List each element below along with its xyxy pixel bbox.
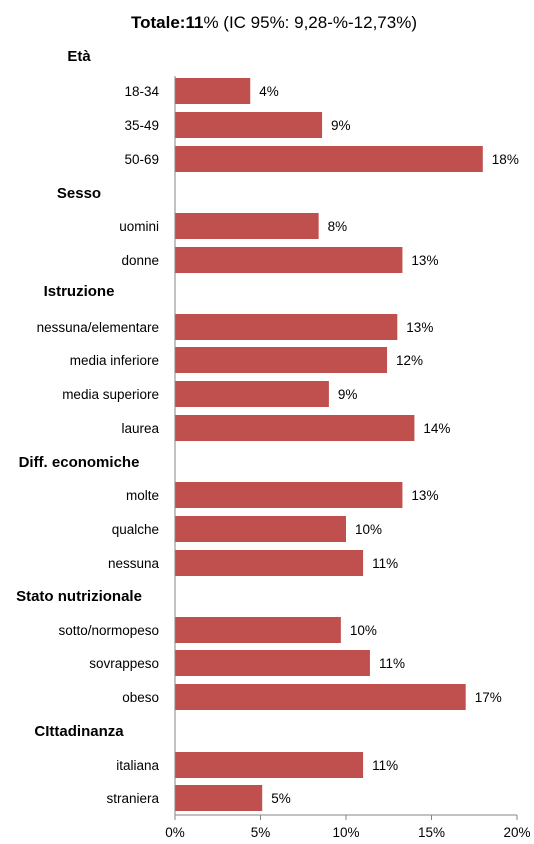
- category-label: media inferiore: [70, 353, 159, 368]
- chart-title: Totale:11% (IC 95%: 9,28-%-12,73%): [131, 13, 417, 32]
- group-label: Diff. economiche: [19, 454, 140, 471]
- category-label: media superiore: [62, 387, 159, 402]
- group-label: Istruzione: [44, 283, 115, 300]
- data-label: 11%: [372, 758, 398, 773]
- x-tick-label: 20%: [503, 825, 530, 840]
- bar: [175, 617, 341, 643]
- category-label: qualche: [112, 522, 159, 537]
- bar: [175, 78, 251, 104]
- data-label: 10%: [350, 623, 377, 638]
- chart-title-rest: % (IC 95%: 9,28-%-12,73%): [203, 13, 417, 32]
- category-label: italiana: [116, 758, 159, 773]
- data-label: 14%: [423, 421, 450, 436]
- bar: [175, 314, 398, 340]
- data-label: 11%: [379, 656, 405, 671]
- x-tick-label: 10%: [332, 825, 359, 840]
- chart-title-bold: Totale:11: [131, 13, 203, 32]
- category-label: molte: [126, 488, 159, 503]
- category-label: straniera: [106, 791, 159, 806]
- bar: [175, 247, 403, 273]
- bar: [175, 684, 466, 710]
- bar: [175, 752, 364, 778]
- data-label: 4%: [259, 84, 279, 99]
- data-label: 13%: [411, 488, 438, 503]
- category-label: 18-34: [124, 84, 159, 99]
- data-label: 9%: [338, 387, 358, 402]
- category-label: donne: [121, 253, 159, 268]
- group-label: Stato nutrizionale: [16, 588, 142, 605]
- x-tick-label: 5%: [251, 825, 271, 840]
- category-label: laurea: [121, 421, 159, 436]
- group-label: Sesso: [57, 185, 101, 202]
- bar: [175, 516, 346, 542]
- category-label: nessuna/elementare: [37, 320, 159, 335]
- category-label: 35-49: [124, 118, 159, 133]
- data-label: 11%: [372, 556, 398, 571]
- bar: [175, 347, 388, 373]
- data-label: 12%: [396, 353, 423, 368]
- bar: [175, 146, 483, 172]
- data-label: 8%: [328, 219, 348, 234]
- group-label: CIttadinanza: [34, 723, 124, 740]
- group-label: Età: [67, 48, 91, 65]
- data-label: 18%: [492, 152, 519, 167]
- data-label: 17%: [475, 690, 502, 705]
- bar: [175, 213, 319, 239]
- category-label: obeso: [122, 690, 159, 705]
- data-label: 5%: [271, 791, 291, 806]
- data-label: 9%: [331, 118, 351, 133]
- category-label: 50-69: [124, 152, 159, 167]
- bar: [175, 550, 364, 576]
- bar: [175, 482, 403, 508]
- category-label: sovrappeso: [89, 656, 159, 671]
- bar: [175, 112, 323, 138]
- bar: [175, 785, 263, 811]
- category-label: sotto/normopeso: [58, 623, 159, 638]
- x-tick-label: 15%: [418, 825, 445, 840]
- data-label: 13%: [406, 320, 433, 335]
- bar: [175, 650, 370, 676]
- plot-area: Età 18-34 4% 35-49 9% 50-69 18% Sesso uomini 8% do…: [16, 48, 530, 840]
- data-label: 13%: [411, 253, 438, 268]
- bar: [175, 415, 415, 441]
- bar: [175, 381, 329, 407]
- data-label: 10%: [355, 522, 382, 537]
- category-label: uomini: [119, 219, 159, 234]
- x-tick-label: 0%: [165, 825, 185, 840]
- category-label: nessuna: [108, 556, 160, 571]
